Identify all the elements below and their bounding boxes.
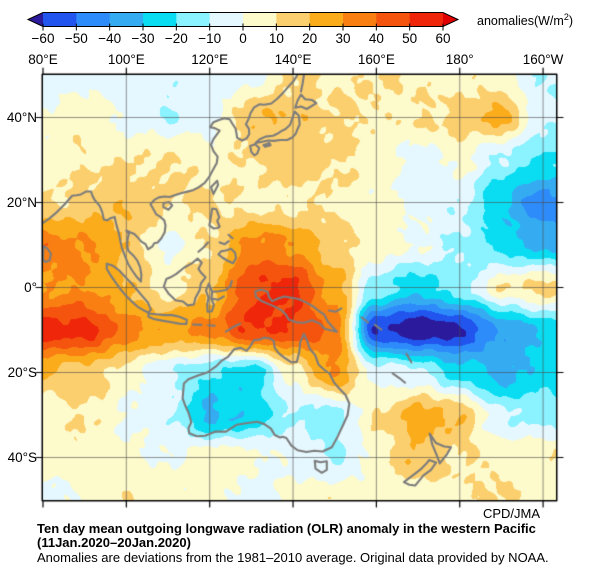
colorbar-segment <box>76 12 111 27</box>
caption-title-line1: Ten day mean outgoing longwave radiation… <box>37 521 536 536</box>
colorbar-segment <box>43 12 77 27</box>
colorbar-segment <box>109 12 144 27</box>
longitude-tick-label: 180° <box>445 52 474 67</box>
caption-title-line2: (11Jan.2020–20Jan.2020) <box>37 535 191 550</box>
colorbar-unit-label: anomalies(W/m2) <box>477 12 574 29</box>
colorbar-tick-label: −50 <box>64 31 88 46</box>
colorbar-tick-label: 50 <box>402 31 418 46</box>
latitude-tick-label: 0° <box>24 279 37 295</box>
colorbar-tick-label: 0 <box>239 31 247 46</box>
colorbar-segment <box>276 12 311 27</box>
colorbar-tick-label: 40 <box>368 31 384 46</box>
colorbar-right-arrow <box>443 12 458 27</box>
colorbar-tick-label: −20 <box>164 31 188 46</box>
colorbar-segment <box>409 12 444 27</box>
unit-superscript: 2 <box>563 12 569 22</box>
colorbar-segment <box>343 12 377 27</box>
colorbar-tick-label: 10 <box>268 31 284 46</box>
colorbar-tick-label: 30 <box>335 31 351 46</box>
colorbar-segment <box>209 12 244 27</box>
colorbar-left-arrow <box>28 12 43 27</box>
colorbar-legend <box>26 12 460 31</box>
colorbar-segment <box>243 12 277 27</box>
longitude-tick-label: 80°E <box>28 52 58 67</box>
caption-note: Anomalies are deviations from the 1981–2… <box>37 550 549 565</box>
latitude-tick-label: 40°N <box>6 109 37 125</box>
colorbar-segment <box>176 12 211 27</box>
colorbar-tick-label: −60 <box>31 31 55 46</box>
colorbar-segment <box>309 12 344 27</box>
credit-label: CPD/JMA <box>482 506 540 521</box>
colorbar-segment <box>376 12 411 27</box>
latitude-tick-label: 20°N <box>6 194 37 210</box>
colorbar-tick-label: −30 <box>131 31 155 46</box>
colorbar-tick-label: 20 <box>302 31 318 46</box>
latitude-tick-label: 40°S <box>7 449 37 465</box>
longitude-tick-label: 160°W <box>522 52 564 67</box>
colorbar-tick-label: 60 <box>435 31 451 46</box>
longitude-tick-label: 160°E <box>357 52 395 67</box>
latitude-tick-label: 20°S <box>7 364 37 380</box>
longitude-tick-label: 140°E <box>274 52 312 67</box>
colorbar-segment <box>143 12 177 27</box>
colorbar-tick-label: −10 <box>198 31 222 46</box>
longitude-tick-label: 100°E <box>107 52 145 67</box>
longitude-tick-label: 120°E <box>191 52 229 67</box>
colorbar-tick-label: −40 <box>98 31 122 46</box>
